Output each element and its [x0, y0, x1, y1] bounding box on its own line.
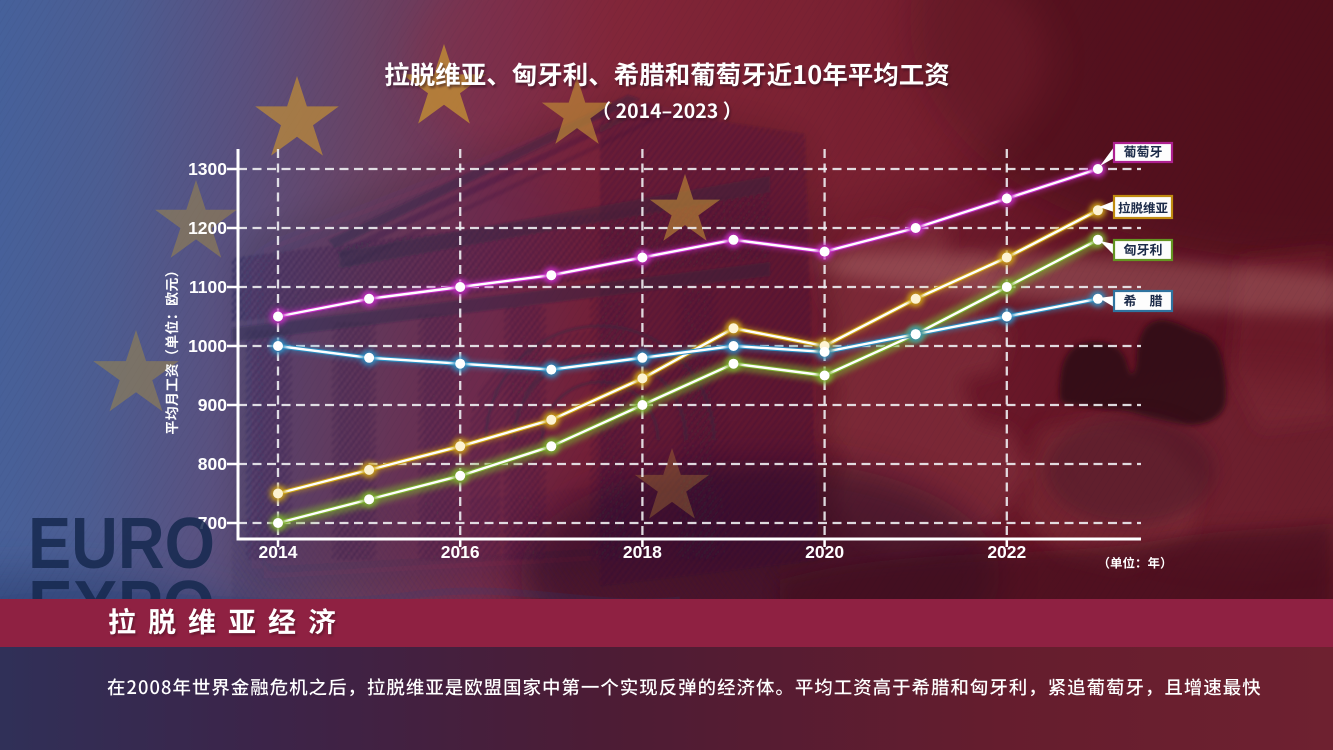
- svg-text:1300: 1300: [188, 159, 227, 179]
- svg-text:700: 700: [198, 513, 227, 533]
- svg-text:1000: 1000: [188, 336, 227, 356]
- svg-text:2018: 2018: [623, 542, 662, 562]
- svg-text:1200: 1200: [188, 218, 227, 238]
- svg-text:2022: 2022: [987, 542, 1026, 562]
- svg-text:1100: 1100: [189, 277, 227, 297]
- svg-text:900: 900: [198, 395, 227, 415]
- svg-text:2020: 2020: [805, 542, 844, 562]
- svg-text:2016: 2016: [441, 542, 480, 562]
- svg-text:800: 800: [198, 454, 227, 474]
- svg-text:2014: 2014: [259, 542, 298, 562]
- svg-text:EURO: EURO: [28, 504, 215, 584]
